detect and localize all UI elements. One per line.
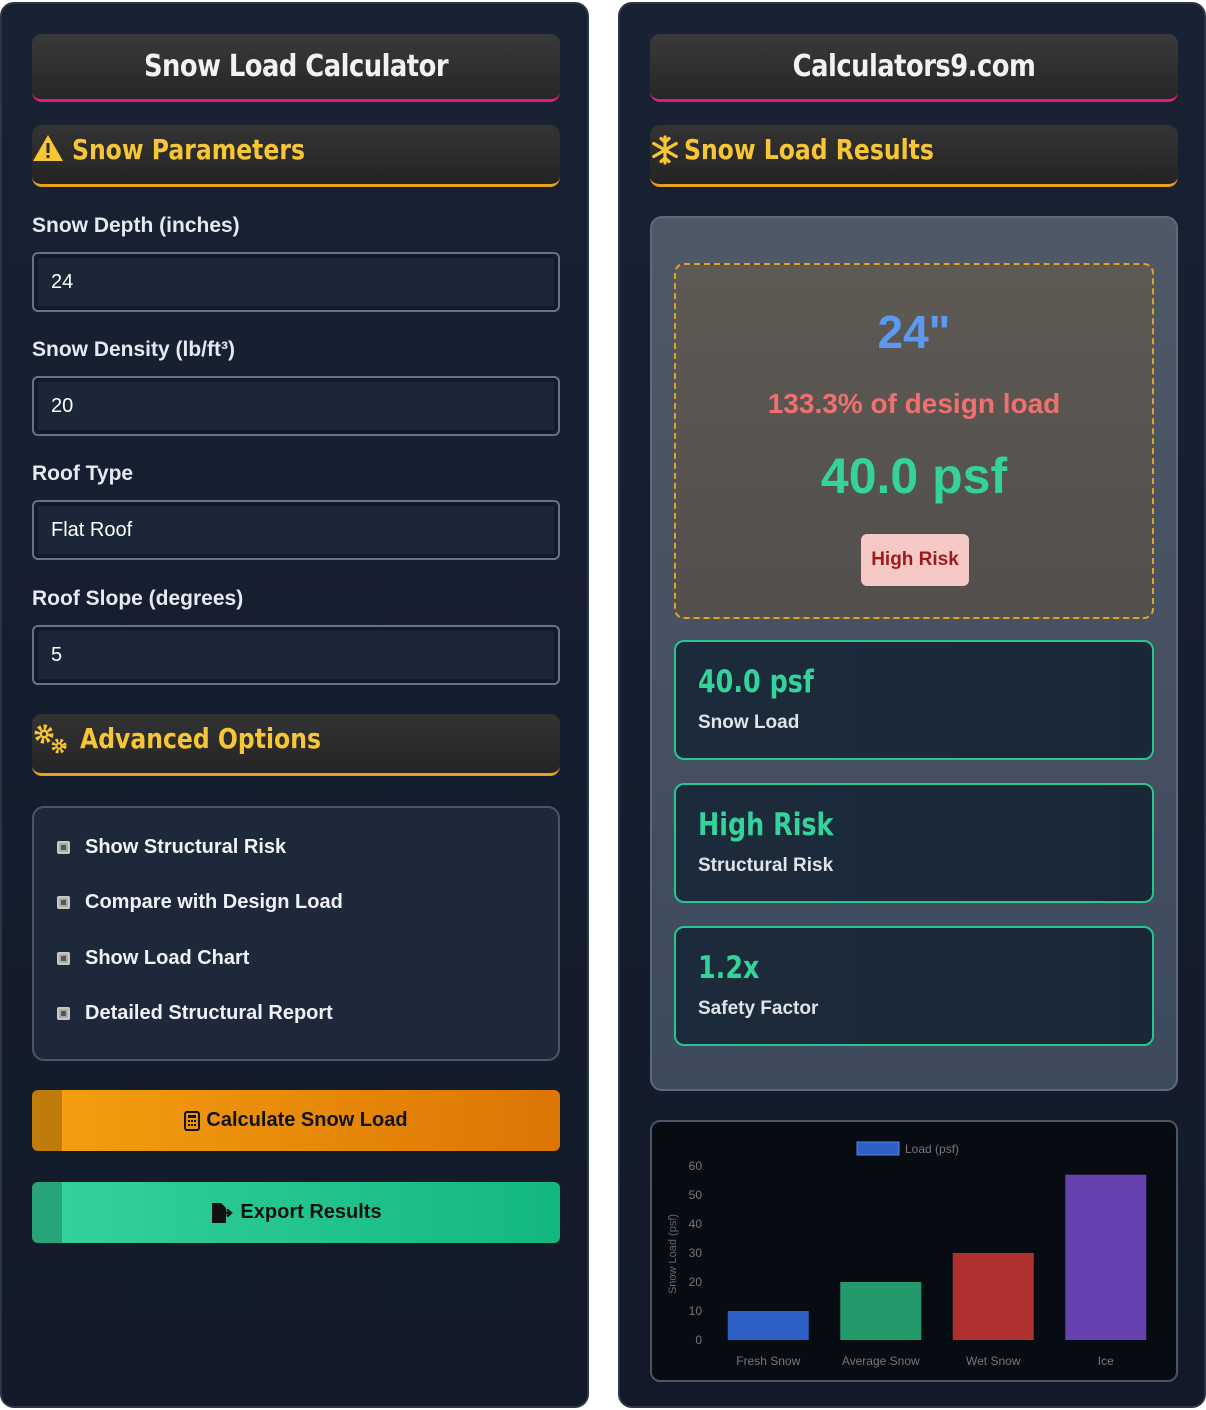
snow-depth-input[interactable] [34,254,558,310]
snowflake-icon [652,135,678,165]
export-button-label: Export Results [240,1201,382,1223]
site-title: Calculators9.com [792,49,1036,84]
snow-density-input[interactable] [34,378,558,434]
y-axis-title: Snow Load (psf) [667,1214,679,1294]
app-title: Snow Load Calculator [143,49,449,84]
y-tick-label: 30 [689,1246,703,1260]
load-bar-chart: Load (psf) Snow Load (psf) 0 10 20 30 40 50 60… [667,1141,1147,1368]
calculate-button-label: Calculate Snow Load [206,1109,408,1131]
x-tick-label: Fresh Snow [736,1354,800,1368]
bar-ice [1065,1174,1147,1340]
y-tick-label: 50 [689,1188,703,1202]
stat-value: High Risk [698,807,834,843]
legend-swatch [856,1141,900,1156]
calculate-button[interactable]: Calculate Snow Load [32,1090,560,1151]
stat-label: Snow Load [698,712,800,733]
stat-card-safety-factor: 1.2x Safety Factor [674,926,1154,1046]
snow-density-label: Snow Density (lb/ft³) [32,338,235,361]
snow-depth-label: Snow Depth (inches) [32,214,240,237]
snow-load-result: 40.0 psf [820,448,1008,504]
site-title-bar: Calculators9.com [650,34,1178,102]
button-shade [32,1090,62,1151]
snow-parameters-header: Snow Parameters [32,125,560,187]
stat-value: 40.0 psf [698,664,814,700]
y-tick-label: 0 [695,1333,702,1347]
bars [727,1174,1147,1340]
roof-slope-input[interactable] [34,627,558,683]
advanced-options-box: Show Structural Risk Compare with Design… [32,806,560,1061]
warning-icon [33,135,63,161]
bar-average-snow [840,1282,922,1340]
y-tick-label: 60 [689,1159,703,1173]
checkbox[interactable] [57,952,70,965]
gears-icon [34,724,67,754]
stat-card-structural-risk: High Risk Structural Risk [674,783,1154,903]
primary-result: 24" 133.3% of design load 40.0 psf High … [674,263,1154,619]
export-button[interactable]: Export Results [32,1182,560,1243]
x-tick-label: Wet Snow [966,1354,1021,1368]
snow-parameters-title: Snow Parameters [72,133,305,166]
stat-card-snow-load: 40.0 psf Snow Load [674,640,1154,760]
stat-label: Safety Factor [698,998,819,1019]
roof-type-selected-value: Flat Roof [51,519,133,541]
bar-fresh-snow [727,1311,809,1340]
button-shade [32,1182,62,1243]
results-header: Snow Load Results [650,125,1178,187]
legend-label: Load (psf) [905,1142,959,1156]
snow-depth-input-box[interactable] [32,252,560,312]
y-tick-label: 10 [689,1304,703,1318]
results-title: Snow Load Results [684,133,934,166]
advanced-options-header: Advanced Options [32,714,560,776]
results-box: 24" 133.3% of design load 40.0 psf High … [650,216,1178,1091]
snow-depth-result: 24" [877,306,951,358]
checkbox[interactable] [57,1007,70,1020]
x-tick-label: Average Snow [842,1354,920,1368]
option-label: Detailed Structural Report [85,1002,333,1024]
y-tick-label: 40 [689,1217,703,1231]
results-panel: Calculators9.com Snow Load Results 24" 1… [618,2,1206,1408]
design-load-percent: 133.3% of design load [767,388,1061,419]
stat-value: 1.2x [698,950,760,986]
risk-badge: High Risk [861,534,969,586]
app-title-bar: Snow Load Calculator [32,34,560,102]
file-export-icon [212,1202,234,1223]
roof-slope-label: Roof Slope (degrees) [32,587,244,610]
y-axis-ticks: 0 10 20 30 40 50 60 [689,1159,703,1347]
option-label: Show Structural Risk [85,836,287,858]
x-axis-labels: Fresh Snow Average Snow Wet Snow Ice [736,1354,1114,1368]
advanced-options-title: Advanced Options [80,722,321,755]
snow-density-input-box[interactable] [32,376,560,436]
input-panel: Snow Load Calculator Snow Parameters Sno… [0,2,589,1408]
checkbox[interactable] [57,841,70,854]
checkbox[interactable] [57,896,70,909]
roof-type-select[interactable]: Flat Roof [32,500,560,560]
option-label: Compare with Design Load [85,891,343,913]
calculator-icon [184,1110,201,1131]
y-tick-label: 20 [689,1275,703,1289]
bar-wet-snow [952,1253,1034,1340]
x-tick-label: Ice [1098,1354,1114,1368]
roof-type-label: Roof Type [32,462,134,485]
option-label: Show Load Chart [85,947,250,969]
stat-label: Structural Risk [698,855,834,876]
roof-slope-input-box[interactable] [32,625,560,685]
load-chart-box: Load (psf) Snow Load (psf) 0 10 20 30 40 50 60… [650,1120,1178,1382]
